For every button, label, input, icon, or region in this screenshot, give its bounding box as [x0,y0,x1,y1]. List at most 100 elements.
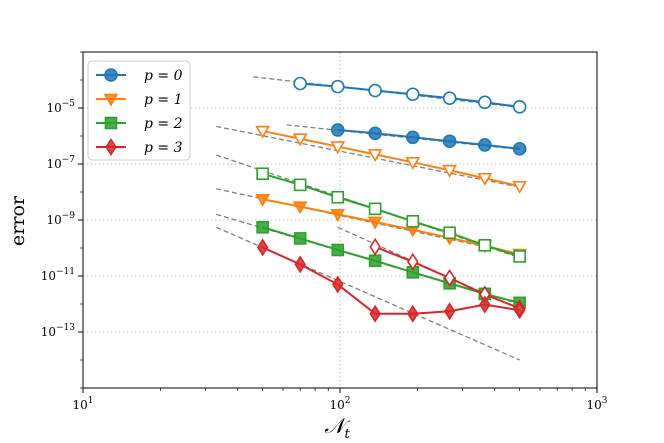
data-point [368,83,382,98]
x-tick-base: 10 [329,398,344,412]
data-point [294,255,306,274]
data-point [256,167,269,181]
data-point [293,232,307,245]
series-0 [293,76,527,114]
data-point [367,149,383,163]
data-point [512,141,527,156]
legend-marker [103,93,119,107]
data-point [442,91,457,105]
legend-label: p = 3 [144,140,183,156]
x-tick-base: 10 [586,398,601,412]
series-line [262,130,520,188]
data-point [479,295,491,314]
legend-entry: p = 1 [96,92,183,108]
data-point [293,76,307,91]
y-tick-base: 10 [41,325,56,339]
y-tick-label: 10−13 [41,323,76,339]
legend-marker [105,138,117,156]
y-tick-base: 10 [41,269,56,283]
data-point [292,201,308,215]
x-tick-label: 102 [329,396,350,412]
x-tick-exponent: 2 [345,396,351,406]
data-point [255,125,271,139]
series-7 [256,238,526,323]
data-point [330,79,345,94]
y-tick-exponent: −11 [56,267,75,277]
reference-line [216,125,520,188]
data-point [255,193,271,207]
data-point [331,243,345,257]
data-point [477,172,493,186]
data-point [443,226,456,240]
series-layer [255,76,528,323]
data-point [513,301,526,320]
data-point [478,138,492,152]
x-tick-label: 101 [72,396,93,412]
data-point [405,157,421,170]
legend-label: p = 1 [144,92,183,108]
data-point [293,178,307,192]
y-tick-exponent: −7 [62,155,76,165]
data-point [369,237,381,256]
legend-entry: p = 0 [96,68,183,84]
y-tick-label: 10−5 [46,99,75,115]
series-line [337,128,520,150]
y-tick-base: 10 [46,213,61,227]
y-tick-base: 10 [46,101,61,115]
data-point [330,208,346,222]
legend-entry: p = 3 [96,138,183,156]
legend-marker [104,68,118,82]
data-point [443,302,456,321]
data-point [406,130,420,145]
series-2 [255,125,528,194]
reference-lines [215,76,520,361]
data-point [256,220,269,234]
data-point [407,304,419,323]
x-tick-label: 103 [586,396,607,412]
y-tick-exponent: −5 [62,99,76,109]
data-point [513,250,526,263]
data-point [406,214,420,228]
legend-entry: p = 2 [96,116,183,132]
data-point [330,123,345,137]
y-tick-label: 10−7 [46,155,75,171]
data-point [442,164,457,178]
legend-box [87,60,191,161]
series-4 [256,167,526,263]
series-line [262,246,520,315]
x-axis-label: 𝒩t [324,414,350,442]
y-tick-label: 10−9 [46,211,75,227]
data-point [330,141,346,155]
data-point [367,216,383,230]
grid-layer [83,52,597,388]
y-tick-exponent: −9 [62,211,76,221]
data-point [368,126,382,141]
data-point [256,238,269,257]
legend-label: p = 0 [144,68,183,84]
data-point [478,238,492,252]
y-tick-label: 10−11 [41,267,75,283]
reference-line [215,226,520,361]
data-point [331,275,344,294]
data-point [369,304,381,323]
y-axis-label: error [7,195,29,246]
data-point [478,95,492,110]
data-point [512,100,527,114]
data-point [368,202,382,216]
y-tick-base: 10 [46,157,61,171]
data-point [406,87,420,102]
legend-marker [104,116,118,130]
data-point [442,134,457,149]
series-1 [330,123,527,156]
x-tick-base: 10 [72,398,87,412]
data-point [292,133,308,147]
data-point [331,190,345,204]
data-point [368,254,382,268]
y-tick-exponent: −13 [56,323,75,333]
data-point [407,252,419,271]
x-tick-exponent: 1 [88,396,94,406]
x-tick-exponent: 3 [602,396,608,406]
data-point [512,180,528,194]
